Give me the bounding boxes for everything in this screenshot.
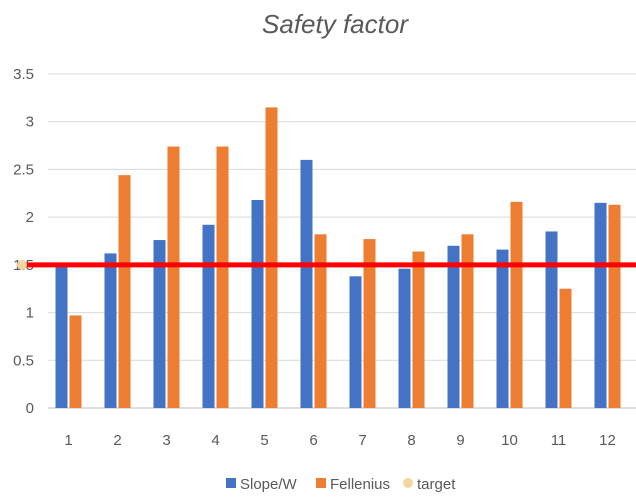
legend-fellenius-swatch: [316, 478, 326, 488]
bar-fellenius: [167, 146, 180, 409]
x-tick-label: 10: [501, 432, 518, 449]
x-tick-label: 1: [64, 432, 72, 449]
x-axis-ticks: 1 2 3 4 5 6 7 8 9 10 11 12: [64, 432, 616, 449]
bar-fellenius: [69, 315, 82, 408]
bar-slope-w: [55, 264, 68, 408]
bar-slope-w: [300, 159, 313, 408]
y-tick-label: 3.5: [13, 66, 34, 83]
bars: [55, 107, 621, 409]
legend-slope-w-swatch: [226, 478, 236, 488]
legend-slope-w-label: Slope/W: [240, 476, 298, 493]
bar-fellenius: [559, 288, 572, 408]
bar-slope-w: [594, 202, 607, 408]
bar-slope-w: [251, 199, 264, 408]
x-tick-label: 7: [358, 432, 366, 449]
y-tick-label: 2: [26, 209, 34, 226]
x-tick-label: 5: [260, 432, 268, 449]
x-tick-label: 6: [309, 432, 317, 449]
bar-fellenius: [461, 234, 474, 408]
bar-slope-w: [153, 240, 166, 408]
y-axis-ticks: 00.511.522.533.5: [13, 66, 34, 417]
bar-slope-w: [545, 231, 558, 408]
x-tick-label: 12: [599, 432, 616, 449]
x-tick-label: 8: [407, 432, 415, 449]
bar-slope-w: [447, 245, 460, 408]
y-tick-label: 0: [26, 400, 34, 417]
bar-slope-w: [398, 268, 411, 408]
bar-slope-w: [496, 249, 509, 408]
target-marker: [17, 259, 27, 270]
bar-fellenius: [118, 175, 131, 408]
bar-slope-w: [104, 253, 117, 408]
bar-fellenius: [608, 204, 621, 408]
legend-fellenius-label: Fellenius: [330, 476, 390, 493]
x-tick-label: 2: [113, 432, 121, 449]
bar-slope-w: [202, 224, 215, 408]
bar-fellenius: [412, 251, 425, 408]
bar-slope-w: [349, 276, 362, 408]
bar-fellenius: [216, 146, 229, 409]
y-tick-label: 3: [26, 114, 34, 131]
x-tick-label: 9: [456, 432, 464, 449]
legend: Slope/W Fellenius target: [226, 476, 456, 493]
y-tick-label: 0.5: [13, 352, 34, 369]
x-tick-label: 3: [162, 432, 170, 449]
x-tick-label: 4: [211, 432, 219, 449]
bar-fellenius: [510, 201, 523, 408]
bar-fellenius: [265, 107, 278, 409]
y-tick-label: 1: [26, 305, 34, 322]
bar-fellenius: [363, 239, 376, 408]
legend-target-label: target: [417, 476, 456, 493]
y-tick-label: 2.5: [13, 161, 34, 178]
target-series: [17, 259, 636, 270]
legend-target-swatch: [403, 478, 413, 488]
bar-fellenius: [314, 234, 327, 408]
x-tick-label: 11: [551, 432, 567, 449]
chart-title: Safety factor: [262, 9, 409, 39]
